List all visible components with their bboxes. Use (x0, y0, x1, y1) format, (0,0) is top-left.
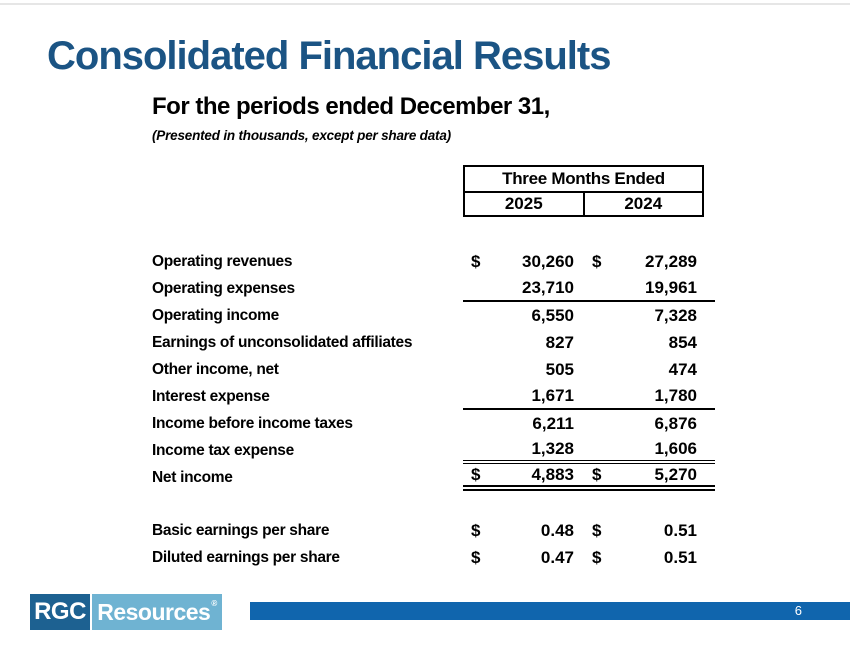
table-rows: Operating revenues $30,260 $27,289 Opera… (152, 248, 715, 571)
table-row: Operating revenues $30,260 $27,289 (152, 248, 715, 275)
value-2024: 19,961 (645, 277, 697, 297)
row-values: 6,211 6,876 (463, 410, 715, 437)
row-label: Income tax expense (152, 441, 294, 459)
table-row-eps: Diluted earnings per share $0.47 $0.51 (152, 544, 715, 571)
row-values: 505 474 (463, 356, 715, 383)
row-values: $0.47 $0.51 (463, 544, 715, 571)
year-header-2024: 2024 (582, 193, 703, 215)
table-row-net-income: Net income $4,883 $5,270 (152, 464, 715, 491)
dollar-sign: $ (592, 547, 602, 567)
table-row: Other income, net 505 474 (152, 356, 715, 383)
table-row: Income before income taxes 6,211 6,876 (152, 410, 715, 437)
row-label: Operating income (152, 306, 279, 324)
row-values: $30,260 $27,289 (463, 248, 715, 275)
row-label: Income before income taxes (152, 414, 353, 432)
value-2025: 1,328 (531, 438, 574, 458)
page-number: 6 (794, 603, 802, 618)
value-2025: 4,883 (531, 464, 574, 484)
row-values: 827 854 (463, 329, 715, 356)
table-row: Operating expenses 23,710 19,961 (152, 275, 715, 302)
footer-accent-bar: 6 (250, 602, 850, 620)
value-2024: 0.51 (663, 547, 697, 567)
dollar-sign: $ (471, 464, 481, 484)
row-label: Operating revenues (152, 252, 293, 270)
row-values: 1,671 1,780 (463, 383, 715, 410)
year-header-row: 2025 2024 (465, 193, 702, 215)
row-label: Diluted earnings per share (152, 548, 340, 566)
dollar-sign: $ (592, 520, 602, 540)
logo-resources-text: Resources (97, 598, 211, 625)
logo-resources-block: Resources ® (92, 594, 222, 630)
row-values: 1,328 1,606 (463, 437, 715, 464)
units-note: (Presented in thousands, except per shar… (152, 128, 451, 143)
table-row-eps: Basic earnings per share $0.48 $0.51 (152, 517, 715, 544)
value-2024: 474 (668, 359, 697, 379)
dollar-sign: $ (471, 251, 481, 271)
value-2024: 0.51 (663, 520, 697, 540)
value-2024: 1,606 (654, 438, 697, 458)
value-2025: 30,260 (522, 251, 574, 271)
value-2024: 5,270 (654, 464, 697, 484)
value-2024: 7,328 (654, 305, 697, 325)
registered-trademark-icon: ® (211, 599, 217, 608)
dollar-sign: $ (592, 251, 602, 271)
value-2025: 827 (545, 332, 574, 352)
dollar-sign: $ (592, 464, 602, 484)
logo-rgc-block: RGC (30, 594, 90, 630)
row-label: Net income (152, 468, 233, 486)
value-2025: 0.48 (540, 520, 574, 540)
table-row: Operating income 6,550 7,328 (152, 302, 715, 329)
value-2025: 23,710 (522, 277, 574, 297)
value-2024: 6,876 (654, 413, 697, 433)
value-2024: 854 (668, 332, 697, 352)
period-header: Three Months Ended (465, 167, 702, 193)
row-label: Earnings of unconsolidated affiliates (152, 333, 413, 351)
table-header-box: Three Months Ended 2025 2024 (463, 165, 704, 217)
dollar-sign: $ (471, 547, 481, 567)
value-2025: 505 (545, 359, 574, 379)
row-values: $4,883 $5,270 (463, 464, 715, 491)
row-label: Other income, net (152, 360, 279, 378)
dollar-sign: $ (471, 520, 481, 540)
value-2025: 6,550 (531, 305, 574, 325)
value-2025: 6,211 (532, 413, 574, 433)
row-label: Operating expenses (152, 279, 295, 297)
table-gap (152, 491, 715, 517)
table-row: Earnings of unconsolidated affiliates 82… (152, 329, 715, 356)
row-values: 23,710 19,961 (463, 275, 715, 302)
table-row: Interest expense 1,671 1,780 (152, 383, 715, 410)
row-values: $0.48 $0.51 (463, 517, 715, 544)
row-values: 6,550 7,328 (463, 302, 715, 329)
value-2024: 27,289 (645, 251, 697, 271)
rgc-resources-logo: RGC Resources ® (30, 594, 222, 630)
row-label: Basic earnings per share (152, 521, 330, 539)
value-2025: 0.47 (540, 547, 574, 567)
table-row: Income tax expense 1,328 1,606 (152, 437, 715, 464)
value-2024: 1,780 (654, 385, 697, 405)
row-label: Interest expense (152, 387, 270, 405)
slide-top-edge (0, 3, 850, 5)
value-2025: 1,671 (531, 385, 574, 405)
year-header-2025: 2025 (504, 194, 543, 213)
page-title: Consolidated Financial Results (47, 34, 611, 78)
period-subtitle: For the periods ended December 31, (152, 93, 550, 120)
